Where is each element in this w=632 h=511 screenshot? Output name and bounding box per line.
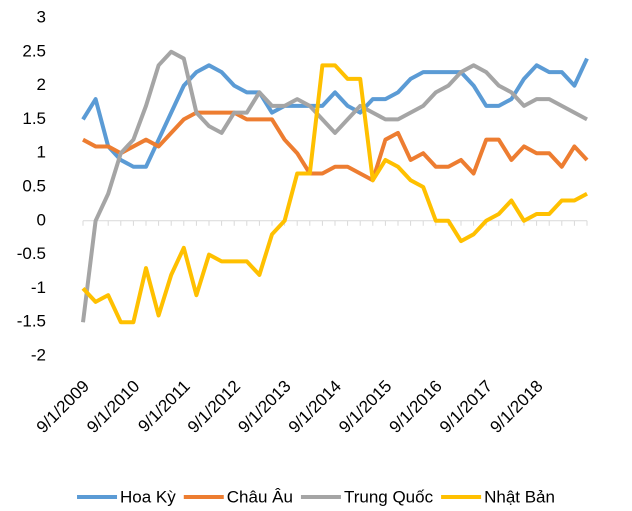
legend: Hoa Kỳ Châu Âu Trung Quốc Nhật Bản bbox=[77, 487, 555, 506]
y-tick-label: 2.5 bbox=[22, 41, 46, 60]
x-tick-label: 9/1/2012 bbox=[184, 377, 244, 437]
x-tick-label: 9/1/2016 bbox=[386, 377, 446, 437]
legend-label: Châu Âu bbox=[227, 487, 293, 506]
y-tick-label: 1 bbox=[37, 143, 46, 162]
x-tick-label: 9/1/2017 bbox=[436, 377, 496, 437]
x-tick-label: 9/1/2009 bbox=[33, 377, 93, 437]
series-line bbox=[81, 57, 589, 169]
y-tick-label: -2 bbox=[31, 345, 46, 364]
x-tick-label: 9/1/2018 bbox=[486, 377, 546, 437]
y-tick-label: 0.5 bbox=[22, 176, 46, 195]
series-line bbox=[82, 110, 589, 183]
y-tick-label: 0 bbox=[37, 210, 46, 229]
x-tick-label: 9/1/2010 bbox=[83, 377, 143, 437]
x-tick-label: 9/1/2014 bbox=[285, 377, 345, 437]
legend-label: Trung Quốc bbox=[344, 487, 434, 506]
legend-label: Hoa Kỳ bbox=[120, 487, 176, 506]
series-line bbox=[81, 63, 588, 325]
y-tick-label: -1.5 bbox=[17, 312, 46, 331]
y-tick-label: -0.5 bbox=[17, 244, 46, 263]
y-tick-label: 1.5 bbox=[22, 109, 46, 128]
series-line bbox=[81, 49, 588, 323]
x-tick-label: 9/1/2015 bbox=[335, 377, 395, 437]
y-tick-label: 2 bbox=[37, 75, 46, 94]
legend-label: Nhật Bản bbox=[484, 487, 555, 506]
y-tick-label: -1 bbox=[31, 278, 46, 297]
x-tick-label: 9/1/2011 bbox=[134, 377, 193, 436]
x-tick-label: 9/1/2013 bbox=[234, 377, 294, 437]
y-tick-label: 3 bbox=[37, 7, 46, 26]
